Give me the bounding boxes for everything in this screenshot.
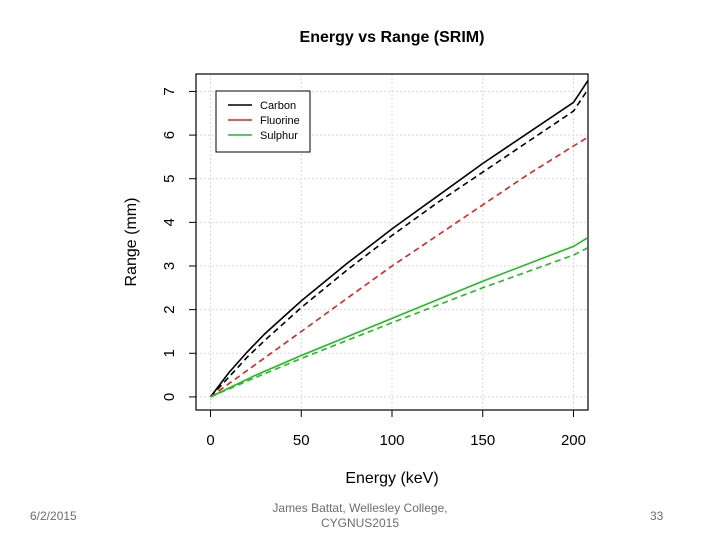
y-tick-label: 1 [161,349,178,357]
x-tick-label: 50 [293,432,310,449]
footer-date: 6/2/2015 [30,509,77,523]
x-tick-label: 100 [379,432,404,449]
y-tick-label: 2 [161,305,178,313]
series-line-carbon [209,80,588,398]
series-line-sulphur [210,236,588,398]
footer-author-line2: CYGNUS2015 [320,516,400,530]
y-tick-label: 0 [161,393,178,401]
footer-author-line1: James Battat, Wellesley College, [272,501,448,515]
chart-title: Energy vs Range (SRIM) [300,29,485,46]
x-tick-label: 200 [561,432,586,449]
legend-box [215,90,311,153]
x-axis-label: Energy (keV) [345,470,438,487]
x-tick-label: 150 [470,432,495,449]
series-line-sulphur-dashed [210,246,588,398]
legend-label: Carbon [260,100,296,112]
footer-page-number: 33 [650,509,664,523]
y-axis-label: Range (mm) [123,198,140,287]
y-tick-label: 4 [161,218,178,226]
y-tick-label: 6 [161,131,178,139]
y-tick-label: 3 [161,262,178,270]
series-line-fluorine-dashed [210,136,588,398]
legend-label: Fluorine [260,115,300,127]
y-tick-label: 7 [161,87,178,95]
footer-author: James Battat, Wellesley College, CYGNUS2… [260,501,460,531]
series-line-carbon-dashed [209,88,588,398]
x-tick-label: 0 [206,432,214,449]
y-tick-label: 5 [161,175,178,183]
legend-label: Sulphur [260,130,298,142]
